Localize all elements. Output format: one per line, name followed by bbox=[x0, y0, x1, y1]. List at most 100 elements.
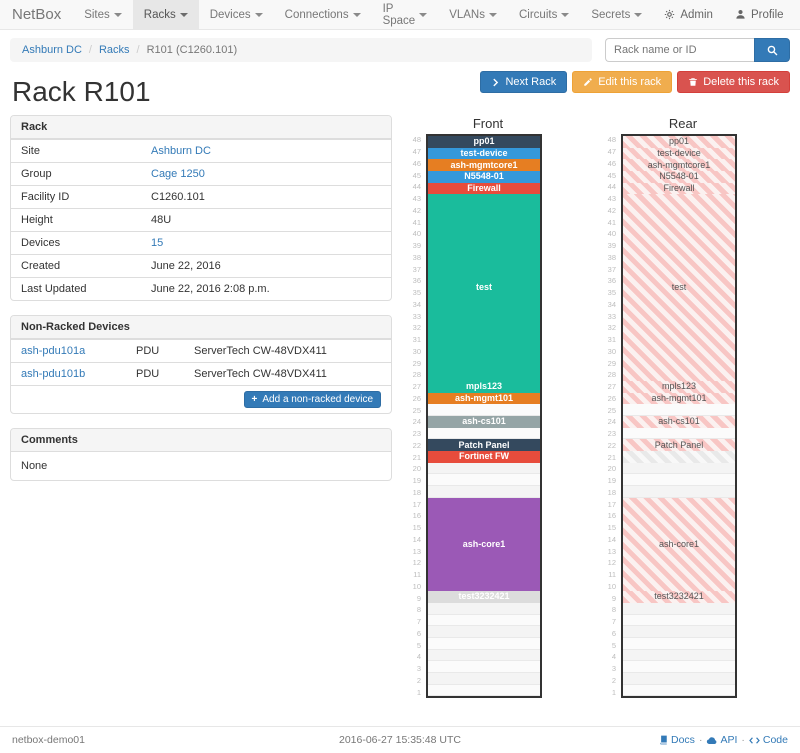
field-value: 48U bbox=[151, 214, 172, 226]
rack-unit-row bbox=[623, 474, 735, 487]
unit-number: 9 bbox=[416, 593, 421, 603]
nav-label: Racks bbox=[143, 8, 176, 21]
button-label: Add a non-racked device bbox=[262, 394, 373, 405]
unit-number: 38 bbox=[412, 252, 421, 262]
add-non-racked-device-button[interactable]: + Add a non-racked device bbox=[243, 391, 381, 408]
nav-label: VLANs bbox=[449, 8, 485, 21]
site-link[interactable]: Ashburn DC bbox=[151, 145, 211, 157]
nav-item-profile[interactable]: Profile bbox=[724, 0, 795, 29]
rack-device[interactable]: ash-core1 bbox=[623, 497, 735, 591]
breadcrumb-site-link[interactable]: Ashburn DC bbox=[22, 44, 82, 56]
rack-unit-row bbox=[623, 661, 735, 673]
nav-item-connections[interactable]: Connections bbox=[274, 0, 372, 29]
unit-number: 35 bbox=[412, 288, 421, 298]
table-row: ash-pdu101b PDU ServerTech CW-48VDX411 bbox=[11, 362, 391, 385]
code-link[interactable]: Code bbox=[749, 734, 788, 746]
nav-item-circuits[interactable]: Circuits bbox=[508, 0, 580, 29]
rack-device[interactable]: test bbox=[623, 194, 735, 381]
brand-logo[interactable]: NetBox bbox=[12, 6, 62, 23]
unit-number: 7 bbox=[416, 617, 421, 627]
nav-item-secrets[interactable]: Secrets bbox=[580, 0, 653, 29]
group-link[interactable]: Cage 1250 bbox=[151, 168, 205, 180]
button-label: Next Rack bbox=[505, 76, 557, 88]
unit-number: 23 bbox=[412, 429, 421, 439]
nav-label: Circuits bbox=[518, 8, 558, 21]
unit-number: 27 bbox=[412, 382, 421, 392]
rack-device[interactable]: mpls123 bbox=[428, 381, 540, 393]
rack-device[interactable]: N5548-01 bbox=[623, 171, 735, 183]
breadcrumb-racks-link[interactable]: Racks bbox=[98, 44, 130, 56]
link-separator: · bbox=[698, 734, 703, 746]
unit-number: 36 bbox=[607, 276, 616, 286]
rack-device[interactable]: ash-mgmt101 bbox=[623, 392, 735, 405]
panel-footer: + Add a non-racked device bbox=[11, 385, 391, 413]
unit-number: 18 bbox=[412, 487, 421, 497]
nav-item-ip-space[interactable]: IP Space bbox=[372, 0, 439, 29]
rack-device[interactable]: Firewall bbox=[623, 182, 735, 195]
unit-number: 8 bbox=[611, 605, 616, 615]
chevron-down-icon bbox=[561, 12, 570, 17]
rack-device[interactable]: ash-cs101 bbox=[428, 416, 540, 428]
unit-number: 40 bbox=[607, 229, 616, 239]
nav-item-sites[interactable]: Sites bbox=[73, 0, 133, 29]
unit-number: 42 bbox=[607, 205, 616, 215]
rack-unit-row bbox=[623, 649, 735, 662]
nav-item-logout[interactable]: Log out bbox=[795, 0, 800, 29]
docs-link[interactable]: Docs bbox=[658, 734, 695, 746]
rack-device[interactable]: Patch Panel bbox=[623, 439, 735, 451]
unit-number: 34 bbox=[607, 299, 616, 309]
rack-device[interactable]: ash-mgmt101 bbox=[428, 392, 540, 405]
device-link[interactable]: ash-pdu101a bbox=[21, 345, 86, 357]
rack-unit-row bbox=[428, 474, 540, 487]
rack-unit-row bbox=[623, 626, 735, 638]
rack-device[interactable]: test bbox=[428, 194, 540, 381]
rack-device[interactable]: Patch Panel bbox=[428, 439, 540, 451]
unit-number: 33 bbox=[607, 311, 616, 321]
unit-number: 5 bbox=[611, 640, 616, 650]
unit-number: 4 bbox=[416, 652, 421, 662]
rack-unit-row bbox=[623, 614, 735, 627]
rear-rack-title: Rear bbox=[668, 116, 698, 131]
rack-device[interactable]: N5548-01 bbox=[428, 171, 540, 183]
unit-number: 21 bbox=[607, 452, 616, 462]
device-link[interactable]: ash-pdu101b bbox=[21, 368, 86, 380]
search-input[interactable] bbox=[605, 38, 754, 62]
delete-rack-button[interactable]: Delete this rack bbox=[677, 71, 790, 93]
devices-count-link[interactable]: 15 bbox=[151, 237, 164, 249]
cloud-icon bbox=[707, 736, 717, 744]
rack-device[interactable]: ash-mgmtcore1 bbox=[623, 159, 735, 171]
api-link[interactable]: API bbox=[706, 734, 737, 746]
rack-unit-row bbox=[428, 427, 540, 440]
rack-device[interactable]: Firewall bbox=[428, 182, 540, 195]
rack-device[interactable]: test-device bbox=[428, 147, 540, 160]
rack-search bbox=[605, 38, 790, 62]
unit-number: 34 bbox=[412, 299, 421, 309]
rack-device[interactable]: test3232421 bbox=[623, 591, 735, 603]
rack-unit-row bbox=[623, 427, 735, 440]
unit-number: 1 bbox=[611, 687, 616, 697]
unit-number: 3 bbox=[611, 664, 616, 674]
unit-number: 10 bbox=[412, 581, 421, 591]
table-row: Group Cage 1250 bbox=[11, 162, 391, 185]
nav-label: Devices bbox=[209, 8, 251, 21]
nav-item-admin[interactable]: Admin bbox=[653, 0, 724, 29]
nav-label: Secrets bbox=[591, 8, 631, 21]
rack-device[interactable]: ash-cs101 bbox=[623, 416, 735, 428]
search-button[interactable] bbox=[754, 38, 790, 62]
rack-device[interactable]: test3232421 bbox=[428, 591, 540, 603]
nav-item-vlans[interactable]: VLANs bbox=[438, 0, 508, 29]
unit-numbers: 48 47 46 45 44 43 42 41 40 39 38 37 36 35 34 33 32 31 30 29… bbox=[591, 134, 621, 698]
nav-item-racks[interactable]: Racks bbox=[132, 0, 199, 29]
nav-item-devices[interactable]: Devices bbox=[199, 0, 274, 29]
rack-device[interactable]: pp01 bbox=[428, 136, 540, 148]
rack-device[interactable]: mpls123 bbox=[623, 381, 735, 393]
rack-device[interactable]: ash-core1 bbox=[428, 497, 540, 591]
field-value: June 22, 2016 bbox=[151, 260, 221, 272]
rack-device[interactable]: Fortinet FW bbox=[428, 451, 540, 463]
next-rack-button[interactable]: Next Rack bbox=[480, 71, 568, 93]
rack-device[interactable]: ash-mgmtcore1 bbox=[428, 159, 540, 171]
rack-device[interactable]: test-device bbox=[623, 147, 735, 160]
device-type: PDU bbox=[136, 345, 160, 357]
edit-rack-button[interactable]: Edit this rack bbox=[572, 71, 673, 93]
rack-device[interactable]: pp01 bbox=[623, 136, 735, 148]
